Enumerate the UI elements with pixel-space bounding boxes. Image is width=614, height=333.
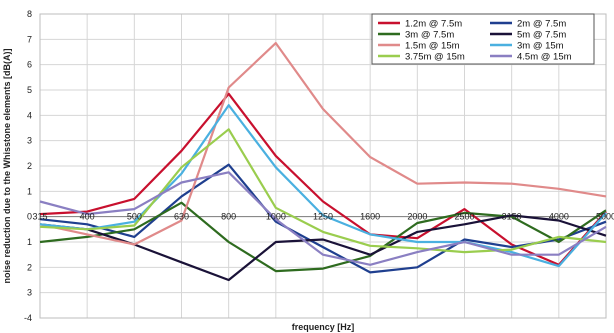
series-layer (39, 41, 607, 282)
y-axis-ticks: -4 3 2 1 0 1 2 3 4 5 6 7 8 (24, 9, 32, 323)
y-tick-label: 0 (27, 212, 32, 222)
y-tick-label: -4 (24, 313, 32, 323)
y-tick-label: 5 (27, 85, 32, 95)
series-line-5 (39, 41, 607, 246)
x-tick-label: 315 (32, 212, 47, 222)
y-tick-label: 4 (27, 110, 32, 120)
y-tick-label: 2 (27, 161, 32, 171)
x-axis-title: frequency [Hz] (292, 322, 355, 332)
plot-area (39, 13, 607, 319)
series-line-8 (39, 171, 607, 266)
x-tick-label: 630 (174, 212, 189, 222)
x-axis-ticks: 315 400 500 630 800 1000 1250 1600 2000 2500 3150 4… (32, 212, 614, 222)
grid-lines (39, 13, 607, 319)
x-tick-label: 1600 (360, 212, 380, 222)
y-tick-label: 6 (27, 60, 32, 70)
legend-entry-label: 1.5m @ 15m (405, 41, 460, 52)
legend-box (371, 13, 595, 65)
x-tick-label: 5000 (596, 212, 614, 222)
legend-entry-label: 3m @ 15m (517, 41, 564, 52)
series-line-6 (39, 104, 607, 268)
legend-entry-label: 3m @ 7.5m (405, 30, 454, 41)
y-tick-label: 1 (27, 237, 32, 247)
legend-entry-label: 3.75m @ 15m (405, 52, 465, 63)
series-line-7 (39, 128, 607, 254)
series-line-2 (39, 163, 607, 274)
y-axis-title: noise reduction due to the Whisstone ele… (2, 48, 12, 283)
x-tick-label: 2000 (407, 212, 427, 222)
legend-entry-label: 4.5m @ 15m (517, 52, 572, 63)
y-tick-label: 1 (27, 186, 32, 196)
x-tick-label: 2500 (454, 212, 474, 222)
legend: 1.2m @ 7.5m 2m @ 7.5m 3m @ 7.5m 5m @ 7.5m 1.… (371, 13, 595, 65)
series-line-3 (39, 201, 607, 273)
x-tick-label: 4000 (549, 212, 569, 222)
x-tick-label: 800 (221, 212, 236, 222)
y-tick-label: 7 (27, 34, 32, 44)
y-tick-label: 2 (27, 262, 32, 272)
x-tick-label: 500 (127, 212, 142, 222)
x-tick-label: 1250 (313, 212, 333, 222)
legend-entry-label: 2m @ 7.5m (517, 19, 566, 30)
x-tick-label: 1000 (266, 212, 286, 222)
series-line-1 (39, 92, 607, 266)
x-tick-label: 3150 (502, 212, 522, 222)
y-tick-label: 3 (27, 288, 32, 298)
y-tick-label: 8 (27, 9, 32, 19)
y-tick-label: 3 (27, 136, 32, 146)
legend-entry-label: 5m @ 7.5m (517, 30, 566, 41)
x-tick-label: 400 (80, 212, 95, 222)
legend-entry-label: 1.2m @ 7.5m (405, 19, 462, 30)
